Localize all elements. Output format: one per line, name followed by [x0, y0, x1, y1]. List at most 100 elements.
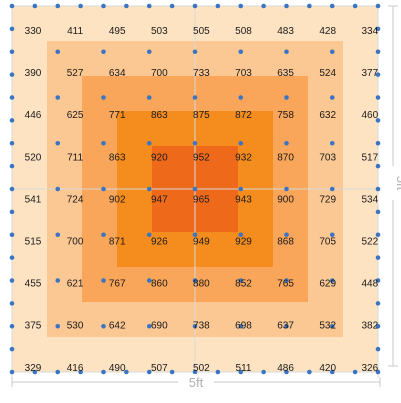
measurement-dot: [169, 369, 175, 375]
value-label: 502: [193, 363, 210, 374]
value-label: 515: [25, 237, 42, 248]
value-label: 326: [361, 363, 378, 374]
value-label: 700: [67, 237, 84, 248]
measurement-dot: [124, 369, 129, 375]
measurement-dot: [238, 323, 244, 329]
value-label: 486: [277, 363, 294, 374]
measurement-dot: [9, 278, 15, 283]
measurement-dot: [146, 140, 152, 146]
measurement-dot: [238, 95, 244, 100]
value-label: 729: [319, 194, 336, 205]
measurement-dot: [192, 323, 198, 329]
measurement-dot: [329, 140, 335, 146]
measurement-dot: [32, 3, 38, 9]
value-label: 863: [109, 152, 126, 163]
value-label: 870: [277, 152, 294, 163]
measurement-dot: [101, 49, 106, 55]
value-label: 495: [109, 26, 126, 37]
measurement-dot: [78, 369, 83, 375]
measurement-dot: [284, 186, 289, 192]
measurement-dot: [284, 3, 289, 9]
measurement-dot: [146, 232, 152, 238]
measurement-dot: [284, 95, 289, 100]
value-label: 724: [67, 194, 84, 205]
measurement-dot: [284, 140, 289, 146]
value-label: 634: [109, 68, 126, 79]
right-dimension: 5ft: [385, 5, 401, 367]
measurement-dot: [101, 369, 106, 375]
value-label: 635: [277, 68, 294, 79]
value-label: 530: [67, 321, 84, 332]
measurement-dot: [192, 95, 198, 100]
bottom-dimension: 5ft: [11, 374, 381, 390]
measurement-dot: [9, 118, 15, 123]
value-label: 503: [151, 26, 168, 37]
bottom-dimension-label: 5ft: [189, 375, 204, 390]
value-label: 703: [319, 152, 336, 163]
value-labels: 330 411 495 503 505 508 483 428 334 390 527 634 700 7…: [25, 26, 379, 374]
measurement-dot: [375, 255, 381, 260]
value-label: 508: [235, 26, 252, 37]
value-label: 625: [67, 110, 84, 121]
measurement-dot: [238, 232, 244, 238]
measurement-dot: [192, 369, 198, 375]
measurement-dot: [307, 369, 312, 375]
value-label: 920: [151, 152, 168, 163]
measurement-dot: [9, 26, 15, 32]
value-label: 880: [193, 279, 210, 290]
measurement-dot: [284, 369, 289, 375]
value-label: 390: [25, 68, 42, 79]
value-label: 527: [67, 68, 84, 79]
measurement-dot: [146, 323, 152, 329]
value-label: 932: [235, 152, 252, 163]
value-label: 705: [319, 237, 336, 248]
measurement-dot: [9, 369, 15, 375]
measurement-dot: [375, 140, 381, 146]
measurement-dot: [329, 95, 335, 100]
measurement-dot: [375, 3, 381, 9]
measurement-dot: [124, 3, 129, 9]
value-label: 703: [235, 68, 252, 79]
measurement-dot: [55, 140, 61, 146]
measurement-dot: [375, 232, 381, 238]
value-label: 411: [67, 26, 83, 37]
measurement-dot: [284, 49, 289, 55]
measurement-dot: [55, 95, 61, 100]
value-label: 522: [361, 237, 378, 248]
measurement-dot: [9, 255, 15, 260]
value-label: 505: [193, 26, 210, 37]
measurement-dot: [192, 232, 198, 238]
measurement-dot: [9, 301, 15, 306]
measurement-dot: [375, 95, 381, 100]
measurement-dot: [146, 95, 152, 100]
measurement-dot: [146, 49, 152, 55]
value-label: 949: [193, 237, 210, 248]
measurement-dot: [352, 3, 358, 9]
measurement-dot: [375, 163, 381, 169]
measurement-dot: [169, 3, 175, 9]
measurement-dot: [192, 186, 198, 192]
value-label: 632: [319, 110, 336, 121]
value-label: 943: [235, 194, 252, 205]
value-label: 952: [193, 152, 210, 163]
value-label: 446: [25, 110, 42, 121]
measurement-dot: [329, 278, 335, 283]
measurement-dot: [78, 3, 83, 9]
value-label: 416: [67, 363, 84, 374]
measurement-dot: [9, 3, 15, 9]
measurement-dot: [329, 49, 335, 55]
value-label: 621: [67, 279, 84, 290]
measurement-dot: [375, 26, 381, 32]
measurement-dot: [375, 323, 381, 329]
measurement-dot: [9, 209, 15, 215]
value-label: 733: [193, 68, 210, 79]
measurement-dot: [375, 186, 381, 192]
value-label: 520: [25, 152, 42, 163]
value-label: 329: [25, 363, 42, 374]
value-label: 532: [319, 321, 336, 332]
value-label: 330: [25, 26, 42, 37]
value-label: 334: [361, 26, 378, 37]
value-label: 738: [193, 321, 210, 332]
measurement-dot: [375, 369, 381, 375]
measurement-dot: [192, 3, 198, 9]
